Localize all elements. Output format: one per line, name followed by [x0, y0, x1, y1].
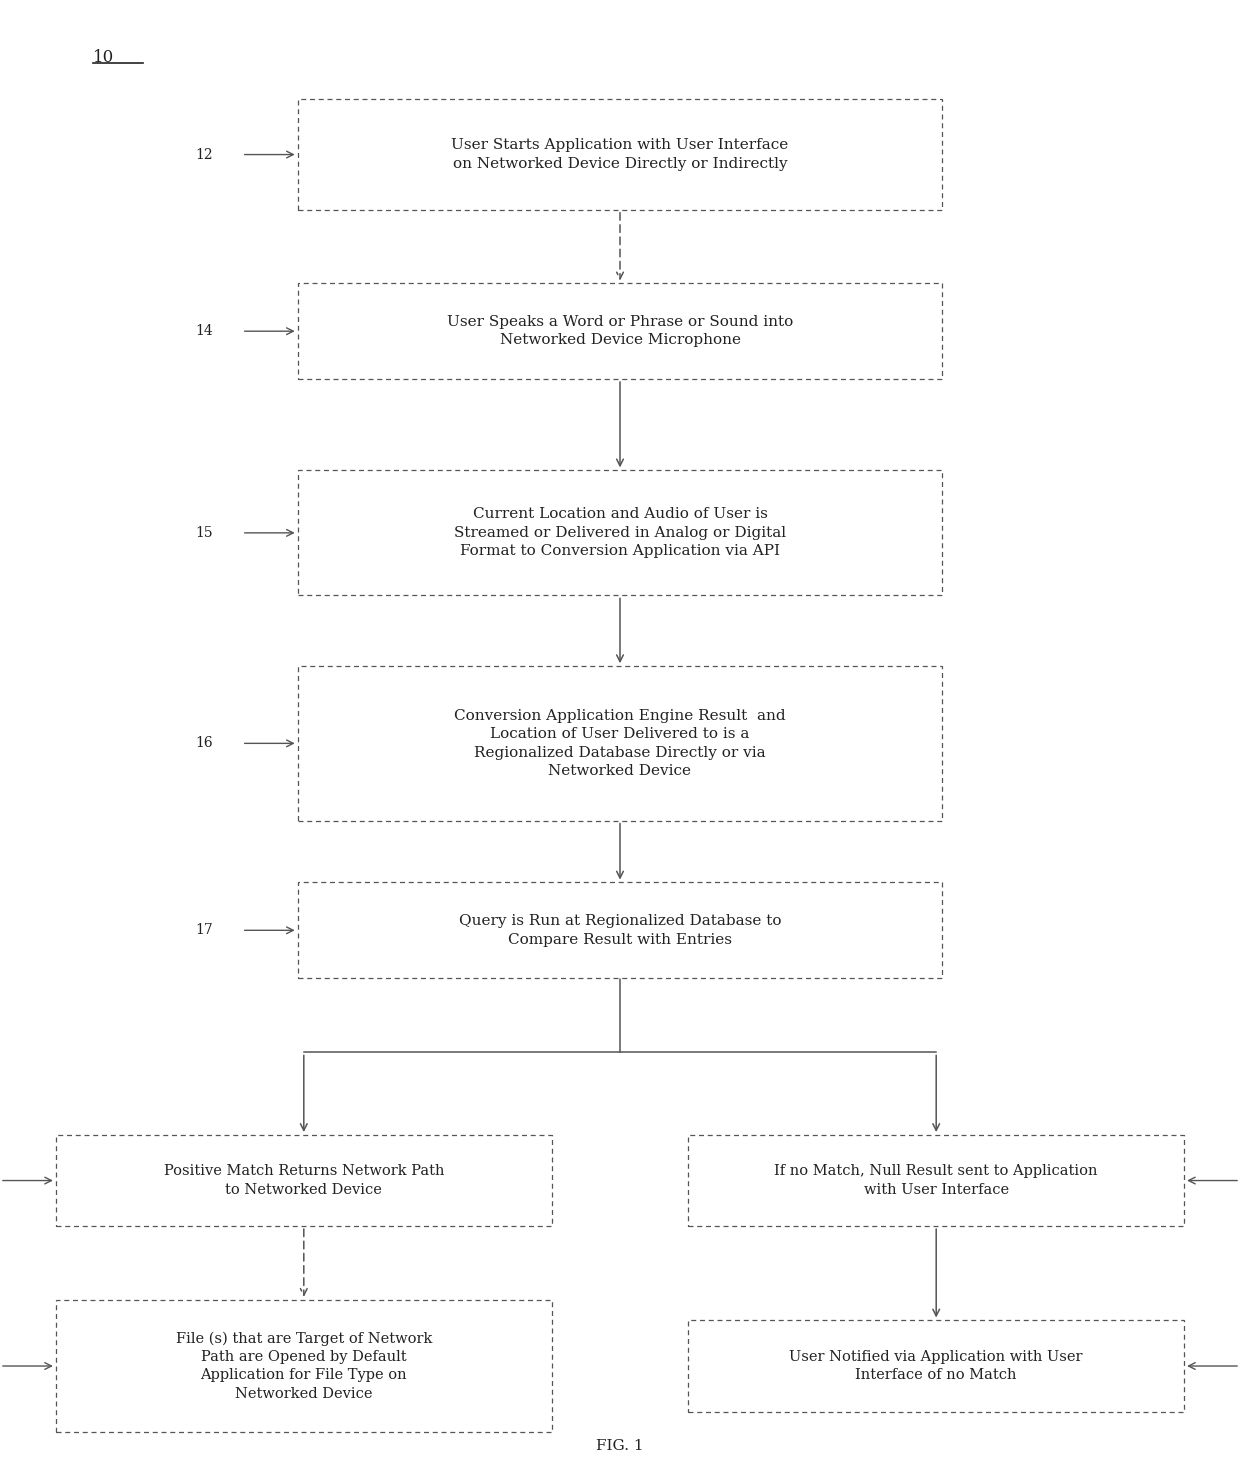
- Text: Query is Run at Regionalized Database to
Compare Result with Entries: Query is Run at Regionalized Database to…: [459, 914, 781, 946]
- Text: User Speaks a Word or Phrase or Sound into
Networked Device Microphone: User Speaks a Word or Phrase or Sound in…: [446, 315, 794, 347]
- Text: Conversion Application Engine Result  and
Location of User Delivered to is a
Reg: Conversion Application Engine Result and…: [454, 708, 786, 779]
- Text: File (s) that are Target of Network
Path are Opened by Default
Application for F: File (s) that are Target of Network Path…: [176, 1331, 432, 1401]
- Text: 10: 10: [93, 49, 114, 66]
- Bar: [56, 1300, 552, 1432]
- Text: If no Match, Null Result sent to Application
with User Interface: If no Match, Null Result sent to Applica…: [775, 1164, 1097, 1197]
- Bar: [298, 882, 942, 977]
- Bar: [688, 1135, 1184, 1226]
- Text: User Notified via Application with User
Interface of no Match: User Notified via Application with User …: [790, 1350, 1083, 1382]
- Bar: [298, 283, 942, 378]
- Text: FIG. 1: FIG. 1: [596, 1438, 644, 1453]
- Text: User Starts Application with User Interface
on Networked Device Directly or Indi: User Starts Application with User Interf…: [451, 138, 789, 171]
- Text: Current Location and Audio of User is
Streamed or Delivered in Analog or Digital: Current Location and Audio of User is St…: [454, 508, 786, 558]
- Text: Positive Match Returns Network Path
to Networked Device: Positive Match Returns Network Path to N…: [164, 1164, 444, 1197]
- Bar: [56, 1135, 552, 1226]
- Bar: [298, 100, 942, 210]
- Bar: [298, 665, 942, 821]
- Text: 15: 15: [196, 526, 213, 540]
- Text: 14: 14: [196, 324, 213, 339]
- Text: 12: 12: [196, 147, 213, 162]
- Bar: [298, 471, 942, 595]
- Text: 16: 16: [196, 736, 213, 751]
- Text: 17: 17: [196, 923, 213, 938]
- Bar: [688, 1320, 1184, 1412]
